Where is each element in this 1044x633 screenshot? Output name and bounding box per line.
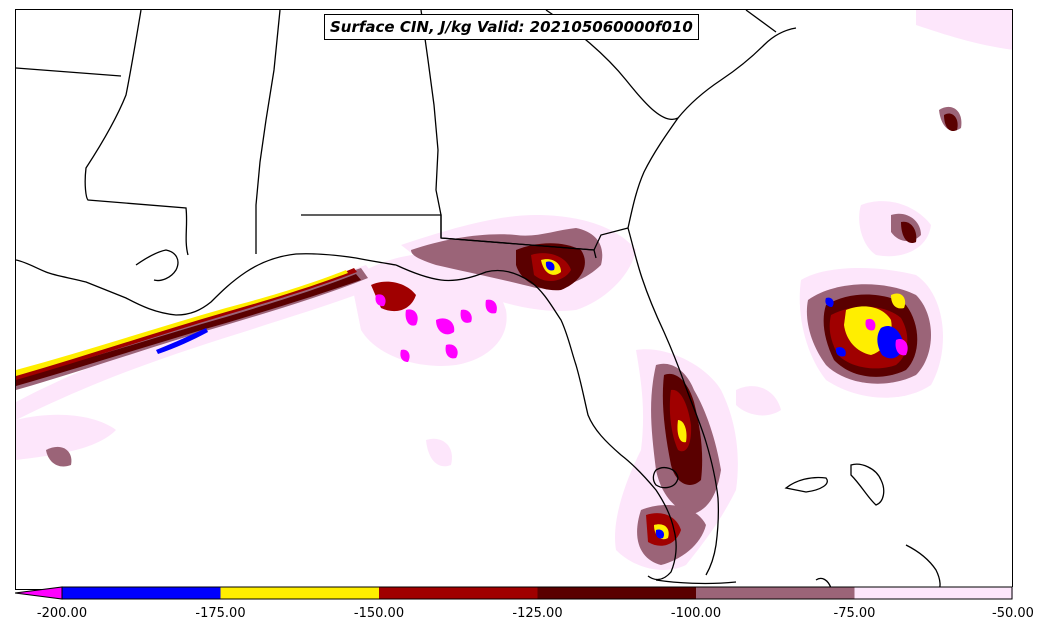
georgia-coastline [627, 27, 797, 229]
bahamas-islands [784, 463, 941, 589]
lake-okeechobee [652, 467, 679, 489]
colorbar-bin [220, 587, 379, 599]
colorbar-outline [61, 586, 1013, 600]
cuba-coast [655, 579, 737, 585]
colorbar-tick-label: -50.00 [992, 606, 1034, 621]
cin-shading [16, 10, 1012, 570]
map-canvas [16, 10, 1012, 589]
mississippi-alabama-border [255, 10, 281, 254]
colorbar [15, 586, 1013, 600]
colorbar-tick-label: -75.00 [833, 606, 876, 621]
colorbar-tick-label: -100.00 [670, 606, 722, 621]
map-title: Surface CIN, J/kg Valid: 202105060000f01… [324, 14, 699, 40]
arkansas-louisiana-border [16, 67, 122, 77]
cin-band-magenta [375, 294, 908, 362]
colorbar-tick-label: -175.00 [195, 606, 246, 621]
colorbar-bin [379, 587, 538, 599]
florida-atlantic-coastline [627, 227, 720, 576]
map-panel [15, 9, 1013, 590]
panhandle-coastline [395, 264, 677, 581]
louisiana-delta [135, 249, 179, 282]
colorbar-extend-arrow [15, 586, 63, 600]
nc-sc-border [745, 10, 777, 33]
alabama-georgia-border [420, 10, 442, 238]
gulf-coastline-west [16, 253, 397, 316]
coastlines-and-borders [16, 10, 941, 589]
colorbar-bin [854, 587, 1013, 599]
colorbar-bin [696, 587, 855, 599]
georgia-florida-border [440, 227, 629, 251]
colorbar-tick-label: -125.00 [512, 606, 563, 621]
colorbar-bin [62, 587, 221, 599]
louisiana-mississippi-border [84, 10, 189, 256]
colorbar-bin [537, 587, 696, 599]
colorbar-tick-label: -150.00 [353, 606, 405, 621]
colorbar-tick-label: -200.00 [36, 606, 88, 621]
